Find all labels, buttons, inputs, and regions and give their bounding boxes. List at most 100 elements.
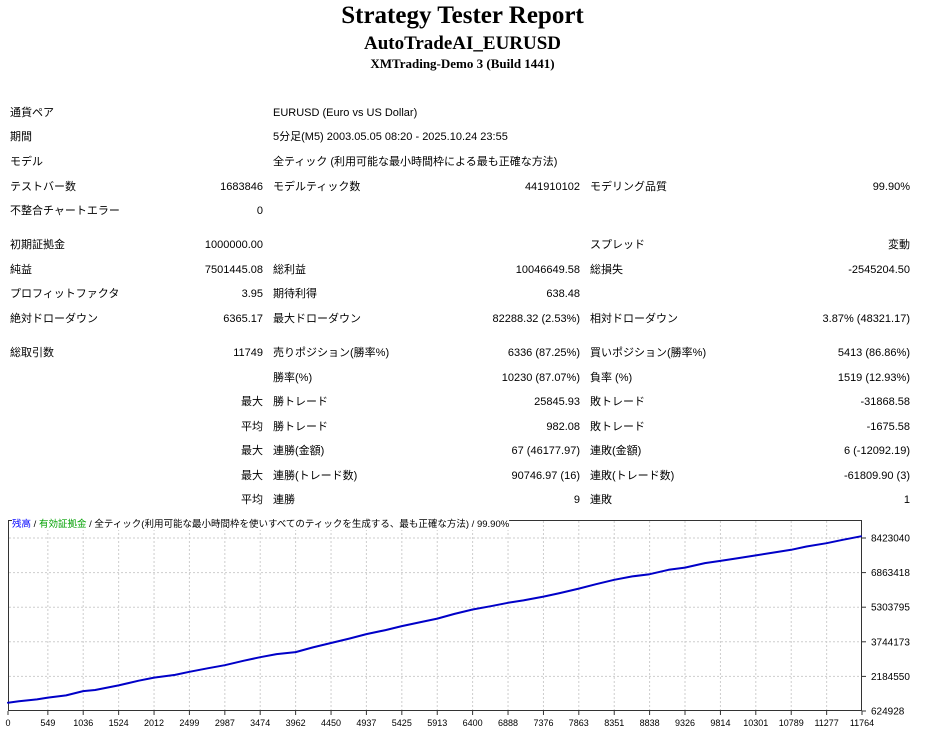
stat-label: 買いポジション(勝率%) <box>590 346 707 359</box>
legend-separator: / <box>86 519 95 530</box>
x-tick-label: 2012 <box>144 718 164 728</box>
stat-label: モデリング品質 <box>590 180 667 193</box>
x-tick-label: 1524 <box>109 718 129 728</box>
legend-equity-label: 有効証拠金 <box>38 519 87 530</box>
stat-value: 平均 <box>241 494 263 507</box>
table-row: 平均 連勝 9 連敗 1 <box>10 489 910 514</box>
stat-label: 5分足(M5) 2003.05.05 08:20 - 2025.10.24 23… <box>273 131 508 144</box>
stat-label: 連勝(トレード数) <box>273 469 358 482</box>
stat-value: 11749 <box>233 346 263 359</box>
stat-label: モデルティック数 <box>273 180 361 193</box>
x-tick-label: 8351 <box>604 718 624 728</box>
stat-label: 期待利得 <box>273 288 317 301</box>
table-row: 絶対ドローダウン 6365.17 最大ドローダウン 82288.32 (2.53%) 相… <box>10 307 910 332</box>
stat-label: テストバー数 <box>10 180 76 193</box>
stat-label: EURUSD (Euro vs US Dollar) <box>273 106 418 119</box>
stat-value: 441910102 <box>524 180 580 193</box>
stat-label: スプレッド <box>590 239 645 252</box>
table-row: テストバー数 1683846 モデルティック数 441910102 モデリング品質 99.… <box>10 175 910 200</box>
stat-value: -61809.90 (3) <box>843 469 910 482</box>
x-tick-label: 7376 <box>533 718 553 728</box>
stat-label: 連勝 <box>273 494 295 507</box>
x-tick-label: 6400 <box>463 718 483 728</box>
stat-value: 25845.93 <box>534 396 580 409</box>
x-tick-label: 10301 <box>743 718 768 728</box>
stat-label: 連敗(金額) <box>590 445 642 458</box>
x-tick-label: 5425 <box>392 718 412 728</box>
stat-label: 敗トレード <box>590 420 645 433</box>
stat-value: -1675.58 <box>866 420 910 433</box>
x-tick-label: 9814 <box>710 718 730 728</box>
table-row: 通貨ペア EURUSD (Euro vs US Dollar) <box>10 101 910 126</box>
stat-value: 67 (46177.97) <box>511 445 581 458</box>
table-row: 初期証拠金 1000000.00 スプレッド 変動 <box>10 233 910 258</box>
y-tick-label: 624928 <box>871 707 905 718</box>
stat-value: 5413 (86.86%) <box>837 346 910 359</box>
table-row: 総取引数 11749 売りポジション(勝率%) 6336 (87.25%) 買いポジショ… <box>10 341 910 366</box>
y-tick-label: 3744173 <box>871 637 910 648</box>
balance-line <box>7 535 862 704</box>
stat-value: 最大 <box>241 396 263 409</box>
stat-value: 9 <box>573 494 580 507</box>
stat-label: 不整合チャートエラー <box>10 205 120 218</box>
stat-label: 敗トレード <box>590 396 645 409</box>
x-tick-label: 0 <box>5 718 10 728</box>
server-info: XMTrading-Demo 3 (Build 1441) <box>370 56 555 71</box>
table-row: 勝率(%) 10230 (87.07%) 負率 (%) 1519 (12.93%) <box>10 366 910 391</box>
stat-value: -31868.58 <box>860 396 910 409</box>
chart-canvas: 0 549 1036 1524 2012 2499 2987 3474 3962 4450 4937… <box>5 520 910 728</box>
x-tick-label: 11764 <box>850 718 874 728</box>
stat-value: 982.08 <box>546 420 580 433</box>
stat-label: プロフィットファクタ <box>10 288 120 301</box>
legend-quality: 99.90% <box>476 519 510 530</box>
table-gap <box>10 332 910 341</box>
stat-label: 連敗(トレード数) <box>590 469 675 482</box>
x-tick-label: 7863 <box>569 718 589 728</box>
x-tick-label: 4450 <box>321 718 341 728</box>
expert-name: AutoTradeAI_EURUSD <box>363 33 562 54</box>
stat-value: 99.90% <box>872 180 910 193</box>
stat-label: 最大ドローダウン <box>273 312 361 325</box>
stat-value: 7501445.08 <box>204 263 263 276</box>
x-tick-label: 8838 <box>640 718 660 728</box>
stat-label: 勝トレード <box>273 420 328 433</box>
stat-value: 3.95 <box>241 288 263 301</box>
stat-label: 純益 <box>10 263 32 276</box>
table-row: 最大 勝トレード 25845.93 敗トレード -31868.58 <box>10 390 910 415</box>
table-row: 純益 7501445.08 総利益 10046649.58 総損失 -2545204.50 <box>10 258 910 283</box>
stat-value: 90746.97 (16) <box>511 469 581 482</box>
stat-value: 平均 <box>241 420 263 433</box>
x-tick-label: 2987 <box>215 718 235 728</box>
x-tick-label: 2499 <box>179 718 199 728</box>
table-row: 期間 5分足(M5) 2003.05.05 08:20 - 2025.10.24 … <box>10 126 910 151</box>
stat-value: 3.87% (48321.17) <box>822 312 910 325</box>
y-tick-label: 5303795 <box>871 603 910 614</box>
legend-balance-label: 残高 <box>12 519 32 530</box>
stat-label: 期間 <box>10 131 32 144</box>
table-row: モデル 全ティック (利用可能な最小時間枠による最も正確な方法) <box>10 150 910 175</box>
stat-label: 負率 (%) <box>590 371 633 384</box>
stat-value: 最大 <box>241 469 263 482</box>
x-tick-label: 1036 <box>73 718 93 728</box>
table-gap <box>10 224 910 233</box>
stat-label: 通貨ペア <box>10 106 54 119</box>
table-row: 平均 勝トレード 982.08 敗トレード -1675.58 <box>10 415 910 440</box>
stat-value: -2545204.50 <box>848 263 910 276</box>
stat-value: 6336 (87.25%) <box>507 346 580 359</box>
stat-value: 82288.32 (2.53%) <box>492 312 580 325</box>
stat-value: 6365.17 <box>223 312 263 325</box>
y-tick-label: 2184550 <box>871 672 910 683</box>
stats-table: 通貨ペア EURUSD (Euro vs US Dollar) 期間 5分足(M5) … <box>10 101 910 513</box>
x-tick-label: 5913 <box>427 718 447 728</box>
x-tick-label: 6888 <box>498 718 518 728</box>
stat-value: 10046649.58 <box>515 263 580 276</box>
x-tick-label: 10789 <box>779 718 804 728</box>
stat-label: モデル <box>10 155 43 168</box>
stat-value: 10230 (87.07%) <box>501 371 580 384</box>
stat-label: 初期証拠金 <box>10 239 65 252</box>
stat-label: 売りポジション(勝率%) <box>273 346 390 359</box>
legend-separator: / <box>31 519 39 530</box>
stat-label: 連勝(金額) <box>273 445 325 458</box>
x-tick-label: 4937 <box>356 718 376 728</box>
